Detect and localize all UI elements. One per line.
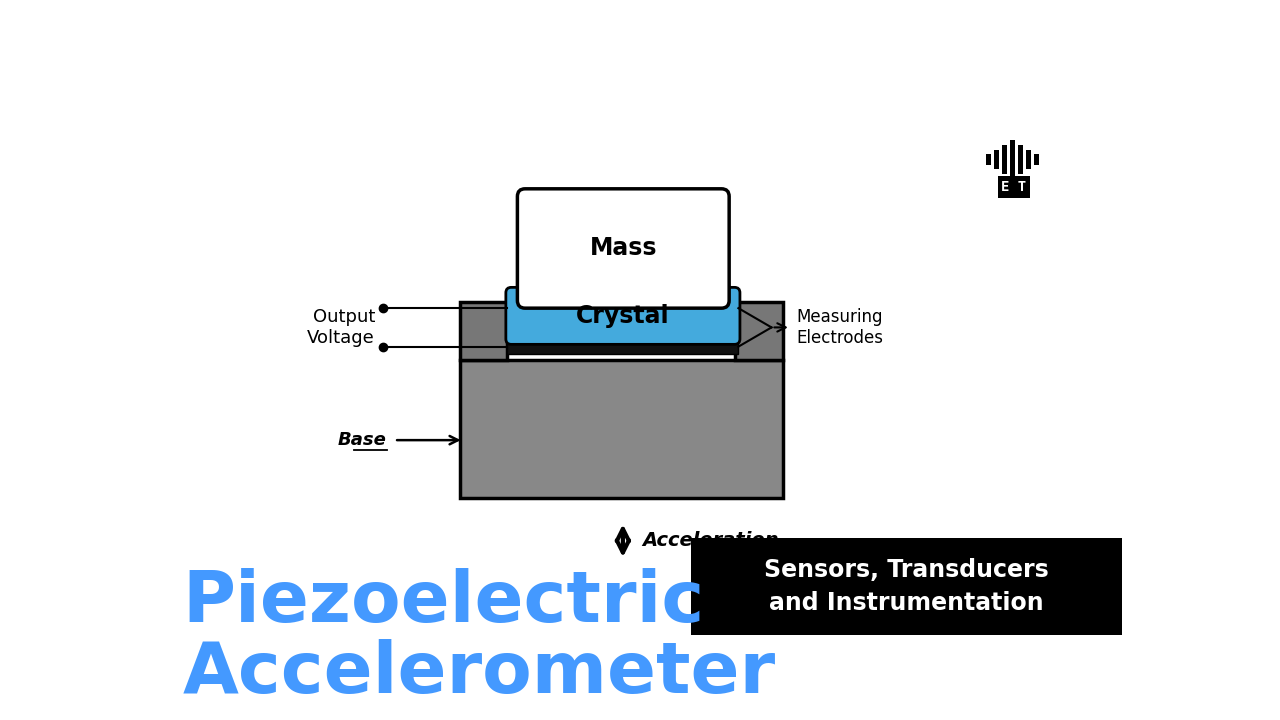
FancyBboxPatch shape (460, 302, 507, 360)
FancyBboxPatch shape (460, 360, 783, 498)
FancyBboxPatch shape (987, 154, 991, 166)
FancyBboxPatch shape (691, 539, 1121, 634)
FancyBboxPatch shape (1027, 150, 1030, 169)
FancyBboxPatch shape (998, 176, 1030, 198)
FancyBboxPatch shape (1002, 145, 1007, 174)
Text: Mass: Mass (590, 236, 657, 261)
FancyBboxPatch shape (517, 189, 730, 308)
FancyBboxPatch shape (735, 302, 783, 360)
FancyBboxPatch shape (507, 300, 739, 316)
Text: Crystal: Crystal (576, 304, 669, 328)
Text: E T: E T (1001, 180, 1027, 194)
Text: Measuring
Electrodes: Measuring Electrodes (796, 308, 883, 347)
Text: Output
Voltage: Output Voltage (307, 308, 375, 347)
Text: Base: Base (338, 431, 387, 449)
Text: Sensors, Transducers
and Instrumentation: Sensors, Transducers and Instrumentation (764, 558, 1048, 616)
FancyBboxPatch shape (507, 339, 739, 354)
FancyBboxPatch shape (506, 287, 740, 344)
Text: Acceleration: Acceleration (643, 531, 778, 550)
FancyBboxPatch shape (1010, 140, 1015, 179)
FancyBboxPatch shape (995, 150, 1000, 169)
FancyBboxPatch shape (1034, 154, 1039, 166)
Text: Piezoelectric
Accelerometer: Piezoelectric Accelerometer (183, 567, 776, 708)
FancyBboxPatch shape (1018, 145, 1023, 174)
